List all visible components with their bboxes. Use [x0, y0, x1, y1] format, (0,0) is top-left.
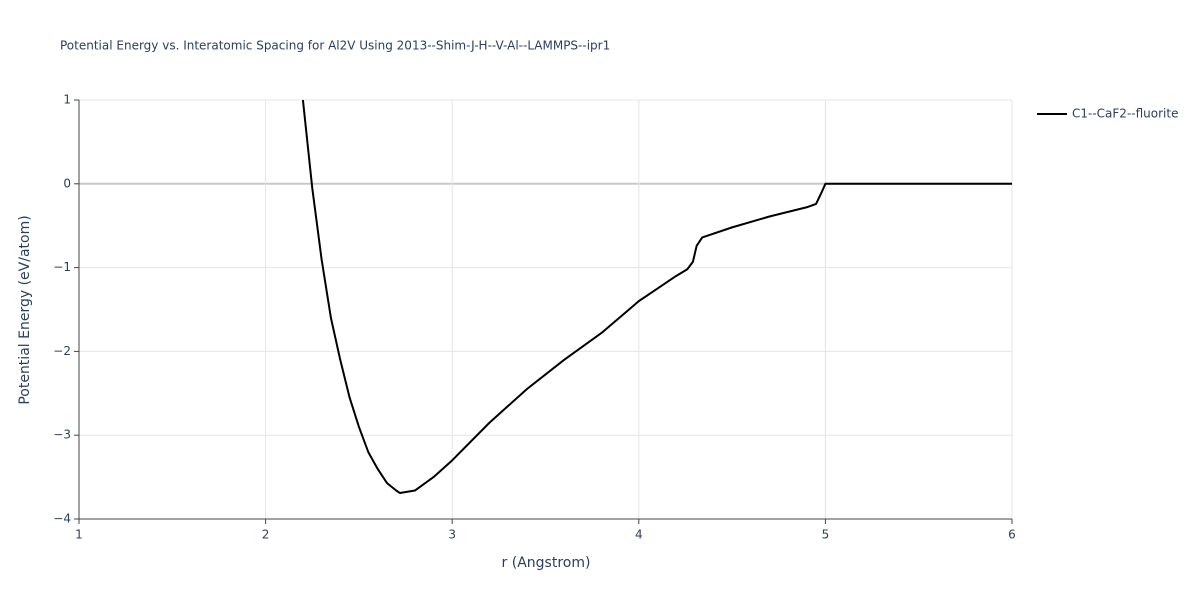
y-tick-label: −2: [53, 344, 71, 358]
y-tick-label: −4: [53, 512, 71, 526]
x-tick-label: 4: [635, 528, 643, 542]
y-tick-label: −1: [53, 260, 71, 274]
chart-title: Potential Energy vs. Interatomic Spacing…: [60, 39, 610, 53]
x-tick-label: 3: [448, 528, 456, 542]
x-tick-label: 2: [262, 528, 270, 542]
x-tick-label: 5: [822, 528, 830, 542]
y-tick-label: −3: [53, 428, 71, 442]
series-line: [301, 99, 1012, 495]
x-tick-label: 1: [75, 528, 83, 542]
legend-label: C1--CaF2--fluorite: [1072, 107, 1178, 121]
y-tick-label: 0: [63, 176, 71, 190]
x-tick-label: 6: [1008, 528, 1016, 542]
x-axis-title: r (Angstrom): [502, 555, 591, 571]
y-axis-title: Potential Energy (eV/atom): [17, 215, 33, 404]
y-tick-label: 1: [63, 93, 71, 107]
